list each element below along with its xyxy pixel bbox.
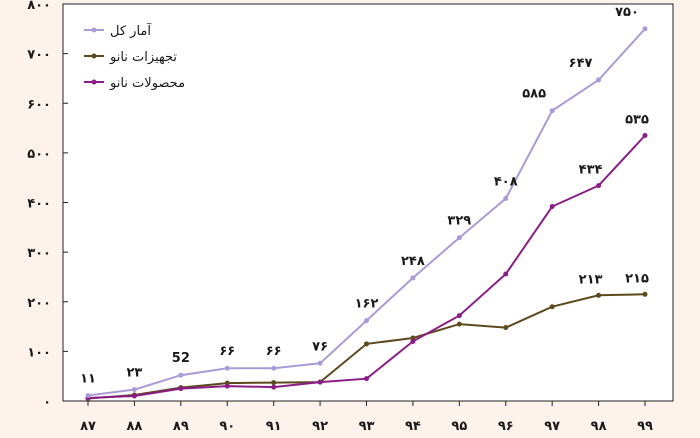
series-1-point	[596, 292, 602, 298]
x-tick-label: ۹۹	[637, 419, 653, 434]
series-lines	[85, 26, 648, 402]
data-label: ۱۶۲	[355, 297, 379, 312]
series-0-point	[178, 372, 184, 378]
series-2-point	[178, 386, 184, 392]
y-tick-label: ۵۰۰	[27, 147, 51, 162]
plot-frame	[62, 3, 674, 402]
series-2-point	[224, 383, 230, 389]
legend-swatch-marker	[91, 53, 97, 59]
series-2-point	[549, 203, 555, 209]
y-axis-ticks: ۰ ۱۰۰ ۲۰۰ ۳۰۰ ۴۰۰ ۵۰۰ ۶۰۰ ۷۰۰ ۸۰۰	[27, 0, 68, 410]
data-label: ۲۱۵	[625, 271, 649, 286]
series-0-point	[271, 365, 277, 371]
series-2-point	[317, 379, 323, 385]
series-0-point	[410, 275, 416, 281]
series-1-point	[549, 304, 555, 310]
x-axis-ticks: ۸۷ ۸۸ ۸۹ ۹۰ ۹۱ ۹۲ ۹۳ ۹۴ ۹۵ ۹۶ ۹۷ ۹۸ ۹۹	[80, 401, 653, 434]
data-label: ۴۳۴	[579, 163, 603, 178]
series-1-point	[364, 341, 369, 347]
y-tick-label: ۱۰۰	[27, 345, 51, 360]
series-1-point	[410, 335, 416, 341]
series-0-point	[364, 318, 369, 324]
series-2-point	[410, 338, 416, 344]
data-label: ۲۳	[126, 366, 142, 381]
data-label: ۷۵۰	[615, 5, 639, 20]
x-tick-label: ۹۵	[451, 419, 467, 434]
data-label: ۵۳۵	[625, 113, 649, 128]
data-label: ۷۶	[312, 339, 328, 354]
data-label: ۶۶	[266, 344, 282, 359]
series-0-point	[317, 360, 323, 366]
x-tick-label: ۸۸	[126, 419, 142, 434]
x-tick-label: ۸۷	[80, 419, 96, 434]
series-2-point	[503, 271, 509, 277]
series-0-point	[642, 26, 648, 32]
series-0-point	[131, 387, 137, 393]
legend-swatch-marker	[91, 79, 97, 85]
y-tick-label: ۰	[43, 395, 51, 410]
data-label: ۲۴۸	[401, 254, 425, 269]
series-1-point	[271, 380, 277, 386]
series-2-point	[131, 393, 137, 399]
x-tick-label: ۹۳	[359, 419, 375, 434]
series-0-point	[503, 196, 509, 202]
legend-label: تجهیزات نانو	[109, 50, 177, 65]
data-label: 52	[172, 351, 190, 366]
data-label: ۶۶	[219, 344, 235, 359]
data-label: ۵۸۵	[522, 87, 546, 102]
x-tick-label: ۹۱	[266, 419, 282, 434]
legend: آمار کل تجهیزات نانو محصولات نانو	[84, 22, 185, 91]
data-label: ۲۱۳	[579, 272, 603, 287]
series-1-point	[456, 321, 462, 327]
series-2-point	[456, 313, 462, 319]
data-label: ۶۴۷	[569, 56, 593, 71]
y-tick-label: ۷۰۰	[27, 48, 51, 63]
series-2-point	[596, 183, 602, 189]
series-1-point	[503, 325, 509, 331]
y-tick-label: ۸۰۰	[27, 0, 51, 13]
y-tick-label: ۶۰۰	[27, 97, 51, 112]
data-labels: ۱۱ ۲۳ 52 ۶۶ ۶۶ ۷۶ ۱۶۲ ۲۴۸ ۳۲۹ ۴۰۸ ۵۸۵ ۶۴۷ ۷۵۰ ۲۱۳ ۲۱۵ ۴…	[80, 5, 649, 387]
x-tick-label: ۹۴	[405, 419, 421, 434]
data-label: ۴۰۸	[494, 175, 518, 190]
legend-label: محصولات نانو	[109, 76, 185, 91]
legend-label: آمار کل	[110, 22, 152, 39]
x-tick-label: ۸۹	[173, 419, 189, 434]
x-tick-label: ۹۷	[544, 419, 560, 434]
data-label: ۳۲۹	[447, 214, 471, 229]
series-0-point	[85, 393, 91, 399]
x-tick-label: ۹۸	[591, 419, 607, 434]
series-0-point	[456, 235, 462, 241]
x-tick-label: ۹۶	[498, 419, 514, 434]
series-2-point	[271, 384, 277, 390]
y-tick-label: ۳۰۰	[27, 246, 51, 261]
series-0-point	[224, 365, 230, 371]
series-2-point	[642, 133, 648, 139]
x-tick-label: ۹۰	[219, 419, 235, 434]
y-tick-label: ۴۰۰	[27, 197, 51, 212]
series-1-point	[642, 291, 648, 297]
y-tick-label: ۲۰۰	[27, 296, 51, 311]
data-label: ۱۱	[80, 372, 96, 387]
series-0-point	[549, 108, 555, 114]
series-0-point	[596, 77, 602, 83]
x-tick-label: ۹۲	[312, 419, 328, 434]
legend-swatch-marker	[91, 27, 97, 33]
series-2-point	[364, 376, 369, 382]
